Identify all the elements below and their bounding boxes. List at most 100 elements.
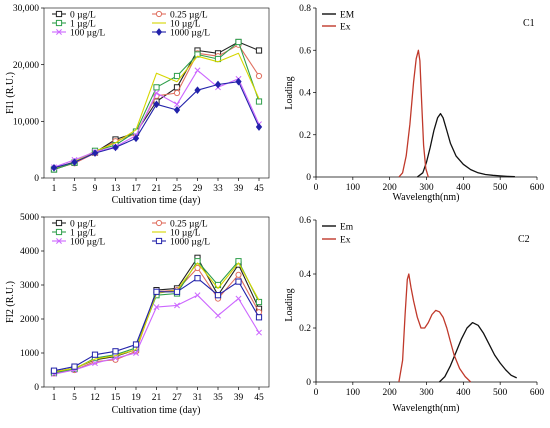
x-tick-label: 45	[254, 393, 264, 403]
y-tick-label: 5000	[20, 213, 39, 223]
data-point	[55, 19, 63, 27]
data-point	[235, 38, 242, 46]
y-tick-label: 0	[34, 174, 39, 184]
data-point	[215, 312, 221, 319]
x-tick-label: 29	[193, 184, 203, 194]
data-point	[91, 351, 99, 358]
data-point	[155, 237, 163, 245]
y-tick-label: 3000	[20, 281, 39, 291]
data-point	[92, 360, 98, 367]
y-tick-label: 0.4	[299, 89, 311, 99]
data-point	[255, 47, 263, 54]
legend-label: 10 µg/L	[170, 228, 201, 238]
data-point	[132, 341, 140, 348]
x-tick-label: 0	[314, 183, 319, 193]
x-tick-label: 600	[530, 183, 545, 193]
x-tick-label: 35	[213, 393, 223, 403]
data-point	[50, 163, 58, 172]
data-point	[174, 302, 180, 309]
data-point	[153, 304, 160, 311]
series-line	[53, 52, 260, 169]
data-point	[133, 350, 139, 356]
data-point	[50, 367, 58, 374]
mark-layer	[398, 49, 515, 178]
chart-title: C1	[523, 18, 535, 29]
y-tick-label: 0.4	[299, 270, 311, 280]
data-point	[194, 275, 201, 282]
y-tick-label: 0.6	[299, 46, 311, 56]
x-tick-label: 1	[52, 393, 57, 403]
data-point	[55, 228, 63, 236]
data-point	[194, 292, 201, 299]
data-point	[173, 89, 181, 97]
legend-label: Ex	[340, 22, 351, 32]
series-line	[53, 260, 260, 374]
x-tick-label: 21	[152, 184, 162, 194]
tick-layer: 0 0.2 0.4 0.6 0 100 200 300 400 500 600	[299, 216, 544, 398]
data-point	[153, 288, 160, 295]
data-point	[235, 77, 242, 86]
data-point	[173, 106, 181, 114]
legend-label: 0.25 µg/L	[170, 219, 208, 229]
x-axis-label: Wavelength(nm)	[393, 403, 460, 414]
data-point	[194, 67, 201, 74]
legend-label: 0.25 µg/L	[170, 10, 208, 20]
x-tick-label: 45	[254, 184, 264, 194]
y-tick-label: 4000	[20, 247, 39, 257]
series-line	[53, 267, 260, 374]
x-tick-label: 33	[213, 184, 223, 194]
data-point	[255, 123, 263, 131]
series-line	[398, 49, 429, 178]
y-axis-label: FI1 (R.U.)	[5, 72, 16, 114]
series-line	[416, 112, 515, 178]
data-point	[214, 292, 222, 299]
y-tick-label: 0.2	[299, 324, 311, 334]
data-point	[71, 158, 78, 166]
y-axis-label: FI2 (R.U.)	[5, 281, 16, 323]
mark-layer	[50, 38, 263, 173]
data-point	[174, 101, 180, 108]
legend-label: 1000 µg/L	[170, 237, 210, 247]
x-tick-label: 39	[234, 184, 244, 194]
tick-layer: 0 0.2 0.4 0.6 0.8 0 100 200 300 400 500 600	[299, 4, 544, 193]
legend-label: 1 µg/L	[70, 228, 96, 238]
x-tick-label: 500	[493, 388, 508, 398]
data-point	[56, 29, 62, 35]
legend-label: EM	[340, 10, 355, 20]
data-point	[112, 143, 119, 152]
chart-panel-fi2: FI2 (R.U.) Cultivation time (day) 0 1000 2…	[5, 213, 270, 416]
mark-layer	[50, 254, 263, 378]
data-point	[153, 84, 160, 91]
x-tick-label: 500	[493, 183, 508, 193]
chart-panel-c1: Loading Wavelength(nm) C1 00.20.40.60.80…	[284, 4, 544, 203]
data-point	[235, 278, 242, 285]
data-point	[255, 314, 263, 321]
y-tick-label: 0	[34, 383, 39, 393]
legend: EM Ex	[322, 10, 355, 32]
x-tick-label: 5	[72, 184, 77, 194]
legend: 0 µg/L 0.25 µg/L 1 µg/L 10 µg/L 100 µg/L 1000…	[52, 10, 210, 38]
data-point	[173, 288, 181, 295]
tick-layer: 0 10,000 20,000 30,000 1 5 9 13 17 21 25 29 33 39 45	[13, 4, 264, 194]
x-tick-label: 9	[93, 184, 98, 194]
data-point	[155, 28, 163, 36]
data-point	[235, 295, 242, 302]
y-tick-label: 2000	[20, 315, 39, 325]
mark-layer	[398, 273, 517, 383]
x-tick-label: 600	[530, 388, 545, 398]
legend-label: 1000 µg/L	[170, 28, 210, 38]
y-tick-label: 20,000	[13, 61, 39, 71]
y-axis-label: Loading	[284, 76, 295, 109]
legend-label: 0 µg/L	[70, 10, 96, 20]
data-point	[255, 98, 263, 105]
x-tick-label: 100	[346, 388, 361, 398]
legend-label: Ex	[340, 235, 351, 245]
data-point	[194, 86, 201, 95]
x-tick-label: 300	[419, 183, 434, 193]
legend-label: 10 µg/L	[170, 19, 201, 29]
y-axis-label: Loading	[284, 288, 295, 321]
x-tick-label: 21	[152, 393, 162, 403]
x-tick-label: 31	[193, 393, 203, 403]
x-tick-label: 19	[131, 393, 141, 403]
